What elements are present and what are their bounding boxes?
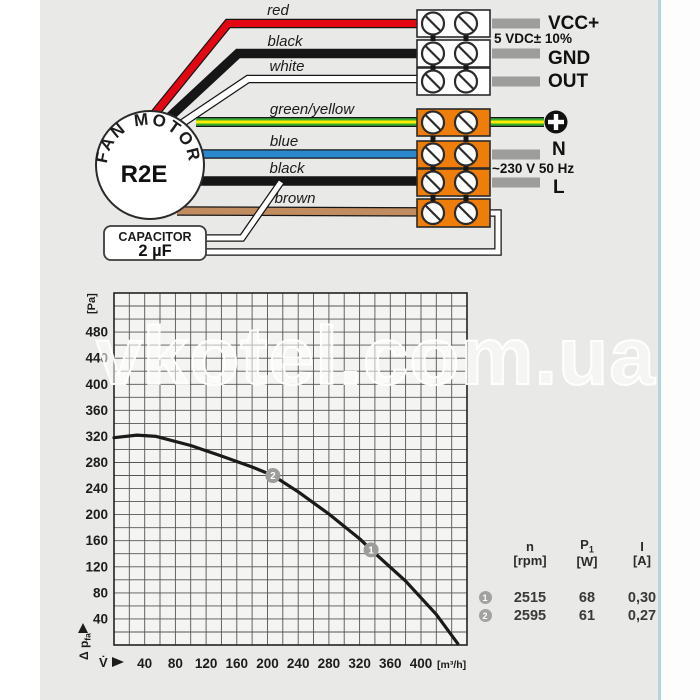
terminal-block-signal	[416, 9, 491, 96]
page-right-margin	[661, 0, 700, 700]
capacitor-box: CAPACITOR 2 µF	[103, 225, 207, 261]
svg-text:400: 400	[410, 656, 433, 671]
x-axis-unit: [m³/h]	[437, 659, 466, 671]
curve-markers: 21	[265, 468, 379, 558]
label-n: N	[552, 139, 566, 160]
y-axis-name: Δ pfa	[77, 633, 93, 660]
performance-chart: 40 80 120 160 200 240 280 320 360 400 440 480 40 80 1…	[77, 292, 468, 671]
svg-text:80: 80	[168, 656, 183, 671]
svg-text:160: 160	[226, 656, 249, 671]
svg-text:200: 200	[256, 656, 279, 671]
svg-text:320: 320	[85, 429, 108, 444]
col-header-n: n [rpm]	[513, 538, 547, 568]
wire-label-black-mains: black	[269, 160, 306, 177]
curve	[112, 433, 460, 646]
svg-text:240: 240	[85, 481, 108, 496]
svg-text:480: 480	[85, 325, 108, 340]
capacitor-value: 2 µF	[138, 242, 171, 260]
label-signal-note: 5 VDC± 10%	[494, 31, 572, 46]
capacitor-lead-lower	[204, 209, 502, 256]
y-tick-labels: 40 80 120 160 200 240 280 320 360 400 440 480	[85, 325, 108, 627]
wire-label-black-signal: black	[267, 33, 304, 50]
svg-text:400: 400	[85, 377, 108, 392]
fan-motor: FAN MOTOR R2E	[92, 109, 205, 220]
svg-text:320: 320	[348, 656, 371, 671]
label-stubs	[492, 18, 540, 188]
wire-black-signal	[156, 48, 418, 130]
col-header-p1: P1 [W]	[576, 537, 598, 570]
label-gnd: GND	[548, 48, 590, 69]
spacer	[472, 572, 672, 588]
svg-text:360: 360	[379, 656, 402, 671]
capacitor-title: CAPACITOR	[118, 230, 191, 244]
value-i-1: 0,30	[627, 589, 657, 606]
page-edge-line	[658, 0, 661, 700]
wire-label-brown: brown	[275, 190, 316, 207]
svg-text:200: 200	[85, 507, 108, 522]
wiring-diagram: FAN MOTOR R2E CAPACITOR 2 µF	[92, 2, 599, 261]
svg-text:120: 120	[85, 559, 108, 574]
value-p-2: 61	[578, 607, 596, 624]
earth-icon	[544, 110, 568, 134]
curve-point-2	[265, 468, 281, 484]
x-tick-labels: 40 80 120 160 200 240 280 320 360 400	[137, 656, 432, 671]
y-axis-arrow	[78, 623, 88, 633]
svg-text:440: 440	[85, 351, 108, 366]
plot-border	[113, 292, 468, 646]
wire-label-white: white	[269, 58, 304, 75]
plot-area	[114, 293, 467, 645]
x-axis-name: V̇	[99, 655, 108, 670]
screw-terminals-signal	[420, 11, 479, 94]
value-p-1: 68	[578, 589, 596, 606]
svg-text:40: 40	[93, 611, 108, 626]
svg-text:120: 120	[195, 656, 218, 671]
spec-table: n [rpm] P1 [W] I [A] 1 2515 68 0,30 2 25…	[472, 537, 672, 624]
svg-text:240: 240	[287, 656, 310, 671]
svg-text:1: 1	[368, 545, 374, 556]
row-marker-1: 1	[478, 591, 492, 605]
value-n-1: 2515	[513, 589, 547, 606]
wire-white	[169, 74, 418, 134]
col-header-i: I [A]	[632, 538, 652, 568]
svg-text:40: 40	[137, 656, 152, 671]
y-axis-unit: [Pa]	[86, 293, 98, 314]
wire-red	[144, 18, 418, 125]
label-vcc: VCC+	[548, 13, 599, 34]
svg-text:280: 280	[85, 455, 108, 470]
svg-text:360: 360	[85, 403, 108, 418]
curve-point-1	[363, 542, 379, 558]
capacitor-lead-upper	[204, 179, 285, 242]
label-out: OUT	[548, 71, 589, 92]
motor-model: R2E	[121, 161, 168, 188]
wire-label-red: red	[267, 2, 289, 19]
label-l: L	[553, 177, 565, 198]
label-mains-note: ~230 V 50 Hz	[492, 161, 574, 176]
screw-terminals-mains	[420, 110, 479, 226]
value-n-2: 2595	[513, 607, 547, 624]
row-marker-2: 2	[478, 609, 492, 623]
svg-text:280: 280	[318, 656, 341, 671]
value-i-2: 0,27	[627, 607, 657, 624]
svg-text:160: 160	[85, 533, 108, 548]
svg-text:2: 2	[270, 471, 276, 482]
terminal-block-mains	[416, 108, 491, 228]
x-axis-arrow	[112, 657, 124, 667]
wire-label-blue: blue	[270, 133, 298, 150]
wire-label-green-yellow: green/yellow	[270, 101, 355, 118]
svg-text:80: 80	[93, 585, 108, 600]
